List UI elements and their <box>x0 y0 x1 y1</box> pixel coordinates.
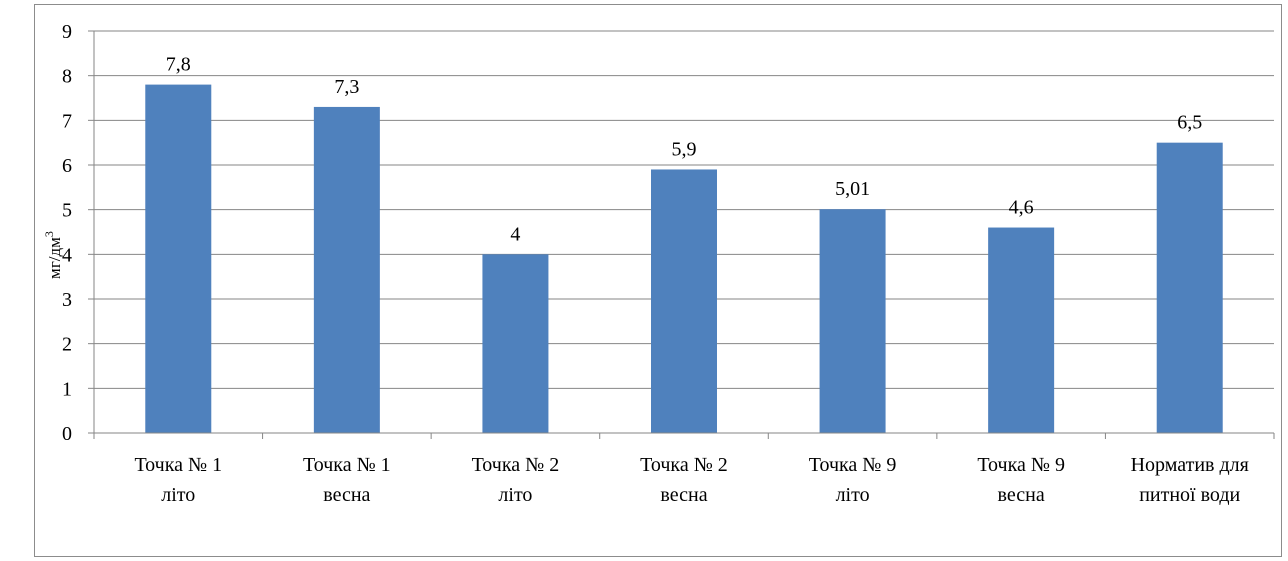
category-label-line: Точка № 1 <box>303 454 391 476</box>
bar <box>1156 142 1223 433</box>
category-label: Точка № 2 весна <box>640 454 728 506</box>
y-tick-label: 7 <box>62 110 72 132</box>
bar <box>988 227 1055 433</box>
category-label-line: літо <box>836 484 870 506</box>
data-labels: 7,8 7,3 4 5,9 5,01 4,6 6,5 <box>166 54 1202 246</box>
category-label: Точка № 1 літо <box>134 454 222 506</box>
bar <box>482 254 549 433</box>
category-label: Точка № 9 літо <box>809 454 897 506</box>
bar <box>819 209 886 433</box>
category-label: Точка № 2 літо <box>472 454 560 506</box>
category-label-line: літо <box>161 484 195 506</box>
y-tick-label: 4 <box>62 244 72 266</box>
category-label-line: весна <box>998 484 1045 506</box>
category-label-line: Точка № 9 <box>809 454 897 476</box>
category-label-line: Точка № 2 <box>640 454 728 476</box>
y-axis-title-superscript: 3 <box>42 231 56 237</box>
y-tick-label: 8 <box>62 66 72 88</box>
y-tick-label: 3 <box>62 289 72 311</box>
data-label: 5,01 <box>835 178 870 200</box>
y-tick-labels: 0 1 2 3 4 5 6 7 8 9 <box>62 21 72 445</box>
category-label-line: Точка № 9 <box>977 454 1065 476</box>
y-tick-label: 2 <box>62 334 72 356</box>
bar <box>651 169 717 433</box>
bar <box>145 84 212 433</box>
data-label: 4,6 <box>1009 197 1034 219</box>
data-label: 5,9 <box>672 138 697 160</box>
data-label: 6,5 <box>1177 112 1202 134</box>
y-tick-label: 6 <box>62 155 72 177</box>
category-label-line: Точка № 1 <box>134 454 222 476</box>
category-label-line: весна <box>660 484 707 506</box>
category-label: Точка № 9 весна <box>977 454 1065 506</box>
category-label-line: питної води <box>1139 484 1240 506</box>
y-tick-label: 9 <box>62 21 72 43</box>
bar <box>313 106 380 433</box>
category-label-line: літо <box>498 484 532 506</box>
category-label: Норматив для питної води <box>1131 454 1249 506</box>
y-axis-title: мг/дм3 <box>42 231 64 279</box>
x-category-labels: Точка № 1 літо Точка № 1 весна Точка № 2 літо… <box>134 454 1248 506</box>
y-tick-label: 1 <box>62 378 72 400</box>
category-label: Точка № 1 весна <box>303 454 391 506</box>
category-label-line: Норматив для <box>1131 454 1249 476</box>
data-label: 7,8 <box>166 54 191 76</box>
category-label-line: Точка № 2 <box>472 454 560 476</box>
gridlines <box>94 30 1274 389</box>
category-label-line: весна <box>323 484 370 506</box>
axes <box>88 30 1275 439</box>
bars <box>145 84 1223 433</box>
y-tick-label: 5 <box>62 200 72 222</box>
data-label: 4 <box>510 223 520 245</box>
y-tick-label: 0 <box>62 423 72 445</box>
y-axis-title-text: мг/дм <box>45 237 64 279</box>
data-label: 7,3 <box>334 76 359 98</box>
